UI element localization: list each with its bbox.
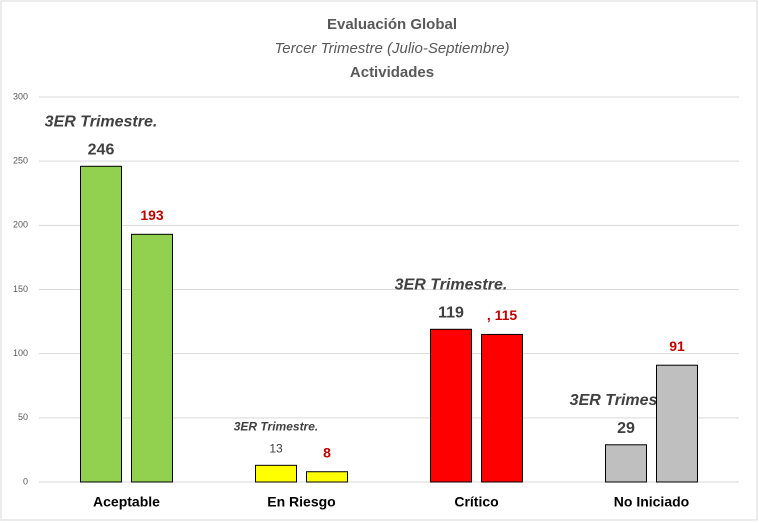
y-tick-label: 250 [13,156,28,166]
bar [430,328,472,483]
series-label: 3ER Trimestre. [45,114,158,131]
bar [306,471,348,483]
y-tick-label: 100 [13,348,28,358]
bar [255,464,297,483]
data-label: 193 [140,207,164,223]
y-tick-label: 200 [13,220,28,230]
y-tick-label: 0 [23,476,28,486]
bar [605,444,647,483]
bar [131,233,173,483]
chart-subtitle: Actividades [350,64,434,81]
y-tick-label: 50 [18,412,28,422]
data-label: 91 [669,338,685,354]
series-label: 3ER Trimestre. [570,392,683,409]
bar [80,165,122,483]
data-label: 13 [269,441,283,455]
bar [481,333,523,483]
data-label: 246 [88,142,115,159]
x-tick-label: No Iniciado [614,494,689,510]
y-tick-label: 150 [13,284,28,294]
data-label: 29 [617,420,635,437]
bar [656,364,698,483]
data-label: , 115 [487,307,518,323]
series-label: 3ER Trimestre. [395,277,508,294]
x-tick-label: Aceptable [93,494,160,510]
data-label: 119 [438,305,464,322]
series-label: 3ER Trimestre. [234,419,319,433]
chart-subtitle: Tercer Trimestre (Julio-Septiembre) [274,40,509,57]
x-tick-label: Crítico [454,494,498,510]
chart-title: Evaluación Global [327,16,457,33]
x-tick-label: En Riesgo [267,494,335,510]
y-tick-label: 300 [13,91,28,101]
data-label: 8 [323,444,331,460]
